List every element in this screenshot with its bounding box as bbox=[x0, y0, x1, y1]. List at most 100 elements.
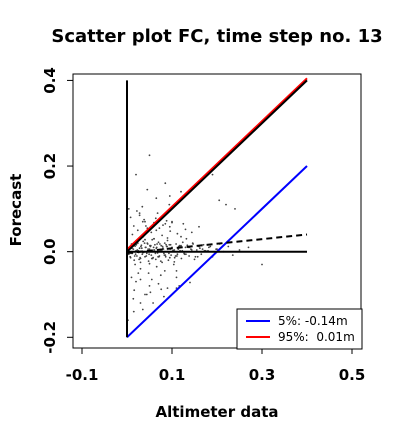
data-point bbox=[184, 228, 187, 231]
data-point bbox=[143, 242, 146, 245]
data-point bbox=[132, 225, 135, 227]
data-point bbox=[136, 255, 138, 257]
data-point bbox=[148, 248, 151, 251]
data-point bbox=[145, 293, 148, 296]
data-point bbox=[162, 248, 165, 251]
x-tick-label: 0.1 bbox=[159, 366, 186, 384]
data-point bbox=[164, 254, 167, 256]
data-point bbox=[152, 246, 155, 249]
data-point bbox=[165, 243, 168, 246]
data-point bbox=[139, 278, 142, 281]
data-point bbox=[155, 265, 158, 268]
data-point bbox=[136, 210, 138, 212]
data-point bbox=[169, 230, 172, 233]
data-point bbox=[208, 246, 210, 249]
data-point bbox=[139, 261, 142, 264]
data-point bbox=[167, 259, 170, 262]
data-point bbox=[185, 253, 187, 256]
data-point bbox=[155, 229, 158, 232]
data-point bbox=[198, 225, 200, 228]
data-point bbox=[135, 280, 137, 283]
data-point bbox=[190, 249, 193, 251]
data-point bbox=[160, 288, 163, 291]
data-point bbox=[157, 255, 160, 258]
data-point bbox=[201, 248, 204, 251]
data-point bbox=[174, 255, 177, 257]
x-axis-label: Altimeter data bbox=[155, 403, 279, 421]
data-point bbox=[157, 241, 160, 244]
data-point bbox=[199, 247, 201, 250]
data-point bbox=[175, 270, 178, 272]
data-point bbox=[163, 270, 166, 272]
data-point bbox=[184, 246, 187, 249]
x-tick-label: -0.1 bbox=[66, 366, 99, 384]
data-point bbox=[170, 254, 173, 256]
data-point bbox=[192, 243, 195, 245]
data-point bbox=[141, 205, 144, 208]
data-point bbox=[158, 227, 161, 230]
data-point bbox=[134, 263, 137, 266]
data-point bbox=[166, 237, 169, 239]
data-point bbox=[173, 261, 176, 263]
data-point bbox=[180, 235, 182, 238]
data-point bbox=[161, 234, 164, 237]
data-point bbox=[144, 246, 147, 249]
data-point bbox=[156, 243, 159, 245]
data-point bbox=[150, 231, 153, 234]
series-line-1 bbox=[126, 77, 308, 251]
data-point bbox=[145, 255, 148, 257]
data-point bbox=[146, 242, 149, 245]
data-point bbox=[133, 259, 136, 262]
data-point bbox=[193, 258, 196, 261]
data-point bbox=[140, 247, 143, 250]
data-point bbox=[148, 262, 151, 265]
data-point bbox=[181, 241, 184, 244]
data-point bbox=[159, 243, 161, 245]
data-point bbox=[137, 272, 140, 274]
y-tick-label: 0.2 bbox=[41, 153, 59, 180]
data-point bbox=[169, 243, 172, 246]
data-point bbox=[173, 249, 176, 251]
x-tick-label: 0.3 bbox=[249, 366, 276, 384]
data-point bbox=[168, 256, 171, 259]
data-point bbox=[161, 261, 164, 264]
data-point bbox=[180, 190, 182, 193]
data-point bbox=[149, 244, 152, 247]
data-point bbox=[188, 255, 191, 257]
data-point bbox=[162, 224, 164, 227]
data-point bbox=[150, 254, 153, 256]
data-point bbox=[164, 182, 167, 185]
data-point bbox=[127, 208, 130, 210]
data-point bbox=[168, 243, 171, 246]
data-point bbox=[130, 276, 133, 279]
data-point bbox=[144, 220, 146, 223]
data-point bbox=[154, 243, 156, 246]
data-point bbox=[141, 220, 144, 223]
data-point bbox=[139, 302, 142, 304]
data-point bbox=[190, 231, 193, 234]
data-point bbox=[129, 255, 132, 258]
data-point bbox=[132, 310, 135, 313]
data-point bbox=[173, 256, 176, 259]
data-point bbox=[196, 255, 199, 258]
data-point bbox=[132, 297, 135, 300]
data-point bbox=[178, 244, 181, 247]
y-tick-label: 0.0 bbox=[41, 238, 59, 265]
data-point bbox=[154, 252, 157, 255]
data-point bbox=[261, 263, 263, 266]
data-point bbox=[163, 242, 166, 245]
data-point bbox=[138, 214, 141, 217]
data-point bbox=[153, 237, 155, 240]
data-point bbox=[168, 203, 171, 206]
data-point bbox=[149, 291, 152, 294]
data-point bbox=[129, 216, 132, 219]
data-point bbox=[144, 255, 146, 258]
legend-label-95pct: 95%: 0.01m bbox=[278, 330, 355, 344]
data-point bbox=[176, 253, 179, 256]
data-point bbox=[161, 245, 164, 248]
data-point bbox=[164, 222, 167, 225]
data-point bbox=[175, 276, 178, 279]
data-point bbox=[144, 238, 146, 241]
data-point bbox=[152, 302, 155, 304]
points-layer bbox=[127, 154, 263, 322]
